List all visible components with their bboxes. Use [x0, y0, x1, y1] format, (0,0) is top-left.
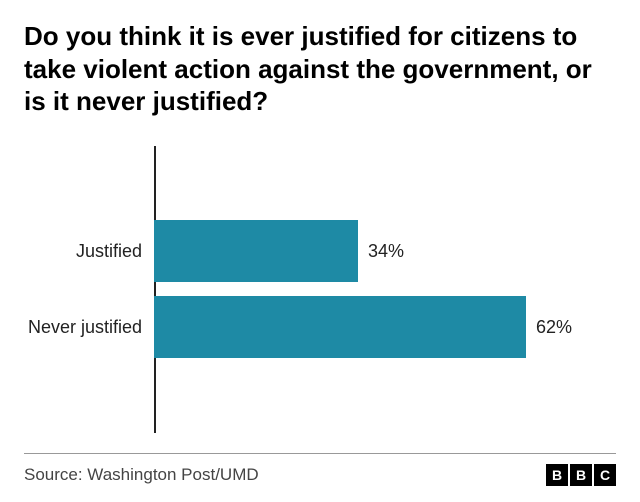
logo-letter: B: [570, 464, 592, 486]
logo-letter: C: [594, 464, 616, 486]
bar-category-label: Never justified: [28, 317, 142, 338]
y-axis-line: [154, 146, 156, 434]
footer: Source: Washington Post/UMD BBC: [24, 453, 616, 486]
bar-row: Never justified62%: [154, 296, 616, 358]
bar-category-label: Justified: [76, 241, 142, 262]
logo-letter: B: [546, 464, 568, 486]
bar-row: Justified34%: [154, 220, 616, 282]
bar-fill: [154, 296, 526, 358]
chart-area: Justified34%Never justified62%: [24, 146, 616, 434]
chart-title: Do you think it is ever justified for ci…: [24, 20, 616, 118]
bar-value-label: 34%: [368, 241, 404, 262]
bbc-logo: BBC: [546, 464, 616, 486]
source-text: Source: Washington Post/UMD: [24, 465, 259, 485]
bar-fill: [154, 220, 358, 282]
bar-value-label: 62%: [536, 317, 572, 338]
